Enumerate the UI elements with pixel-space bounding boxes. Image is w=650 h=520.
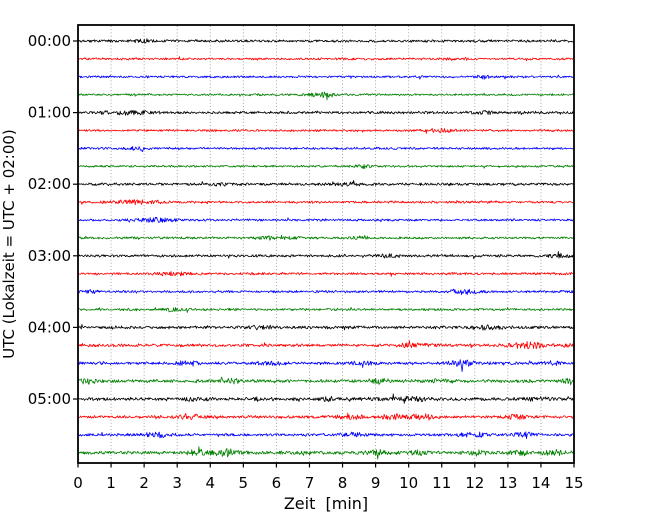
trace-05:30 <box>77 431 575 440</box>
trace-02:45 <box>77 234 575 241</box>
trace-03:00 <box>77 251 575 260</box>
y-tick-label-05:00: 05:00 <box>28 390 71 408</box>
trace-04:00 <box>77 324 575 331</box>
x-tick-label-3: 3 <box>172 474 182 492</box>
vertical-gridlines <box>110 26 542 462</box>
y-tick-label-00:00: 00:00 <box>28 32 71 50</box>
x-axis-tick-labels: 0 1 2 3 4 5 6 7 8 9 10 11 12 13 14 15 <box>73 474 583 492</box>
trace-03:45 <box>77 306 575 313</box>
plot-border <box>77 24 575 464</box>
x-tick-label-12: 12 <box>465 474 484 492</box>
trace-03:30 <box>77 288 575 296</box>
seismic-traces <box>77 38 575 460</box>
trace-04:15 <box>77 340 575 350</box>
x-tick-label-11: 11 <box>432 474 451 492</box>
x-tick-label-9: 9 <box>371 474 381 492</box>
x-tick-label-2: 2 <box>139 474 149 492</box>
y-axis-label: UTC (Lokalzeit = UTC + 02:00) <box>0 129 18 359</box>
x-tick-label-15: 15 <box>564 474 583 492</box>
x-tick-label-13: 13 <box>498 474 517 492</box>
trace-02:00 <box>77 180 575 187</box>
y-tick-label-03:00: 03:00 <box>28 247 71 265</box>
trace-05:00 <box>77 393 575 404</box>
trace-00:15 <box>77 56 575 62</box>
x-tick-label-1: 1 <box>106 474 116 492</box>
x-tick-label-7: 7 <box>305 474 315 492</box>
x-tick-label-4: 4 <box>205 474 215 492</box>
y-tick-label-02:00: 02:00 <box>28 175 71 193</box>
trace-05:15 <box>77 412 575 421</box>
trace-02:15 <box>77 199 575 206</box>
y-tick-label-01:00: 01:00 <box>28 104 71 122</box>
trace-01:30 <box>77 146 574 153</box>
y-axis-tick-labels: 00:00 01:00 02:00 03:00 04:00 05:00 <box>28 32 71 408</box>
x-tick-label-8: 8 <box>338 474 348 492</box>
x-axis-label: Zeit [min] <box>284 494 368 513</box>
x-tick-label-5: 5 <box>239 474 249 492</box>
trace-02:30 <box>77 216 575 223</box>
trace-00:45 <box>77 91 575 101</box>
trace-01:45 <box>77 164 574 169</box>
trace-04:45 <box>77 376 575 386</box>
x-tick-label-14: 14 <box>531 474 550 492</box>
trace-05:45 <box>77 446 575 460</box>
x-tick-label-6: 6 <box>272 474 282 492</box>
trace-01:15 <box>77 127 575 134</box>
trace-00:00 <box>77 38 575 44</box>
trace-04:30 <box>77 359 574 372</box>
trace-03:15 <box>77 271 575 277</box>
trace-00:30 <box>77 74 575 80</box>
trace-01:00 <box>77 109 575 116</box>
x-tick-label-0: 0 <box>73 474 83 492</box>
y-tick-label-04:00: 04:00 <box>28 318 71 336</box>
x-tick-label-10: 10 <box>399 474 418 492</box>
